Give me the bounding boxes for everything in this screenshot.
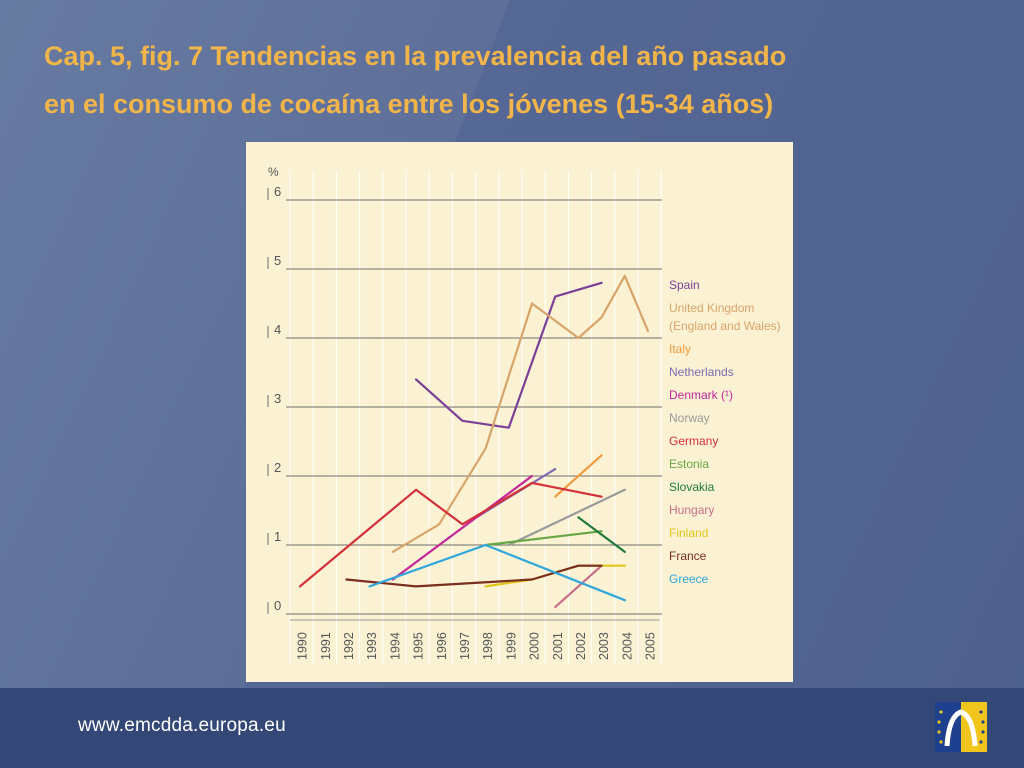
legend-entry: Estonia	[669, 457, 709, 471]
legend-entry: Netherlands	[669, 365, 734, 379]
legend-entry: Norway	[669, 411, 710, 425]
legend-entry: United Kingdom	[669, 301, 754, 315]
x-tick-label: 2000	[528, 632, 542, 660]
y-tick-label: 2	[274, 460, 281, 475]
x-tick-label: 1994	[388, 632, 402, 660]
legend-entry: Germany	[669, 434, 718, 448]
x-tick-label: 1995	[412, 632, 426, 660]
slide-title-line-2: en el consumo de cocaína entre los jóven…	[44, 89, 774, 119]
series-line-estonia	[484, 530, 603, 547]
series-line-united-kingdom	[391, 274, 650, 553]
series-line-norway	[507, 488, 626, 547]
x-tick-label: 1992	[342, 632, 356, 660]
slide-title-line-1: Cap. 5, fig. 7 Tendencias en la prevalen…	[44, 41, 787, 71]
legend-entry-continuation: (England and Wales)	[669, 319, 781, 333]
series-line-germany	[298, 481, 603, 588]
legend-entry: France	[669, 549, 707, 563]
line-chart: 0 1 2 3 4 5 6% 1990 1991 1992 1993 1994 1995 1996 1997…	[267, 165, 781, 664]
footer-url[interactable]: www.emcdda.europa.eu	[78, 715, 286, 736]
y-tick-label: 6	[274, 184, 281, 199]
legend-entry: Hungary	[669, 503, 714, 517]
series-line-finland	[484, 564, 626, 588]
legend-entry: Slovakia	[669, 480, 715, 494]
x-tick-label: 1999	[504, 632, 518, 660]
x-tick-label: 2002	[574, 632, 588, 660]
x-tick-label: 1998	[481, 632, 495, 660]
x-tick-label: 1993	[365, 632, 379, 660]
legend-entry: Greece	[669, 572, 709, 586]
x-tick-label: 2001	[551, 632, 565, 660]
footer-bar: www.emcdda.europa.eu	[0, 688, 1024, 768]
y-axis-label: %	[268, 165, 279, 179]
slide-title: Cap. 5, fig. 7 Tendencias en la prevalen…	[44, 32, 1004, 128]
y-tick-label: 4	[274, 322, 281, 337]
x-tick-label: 1991	[319, 632, 333, 660]
y-tick-label: 0	[274, 598, 281, 613]
x-tick-label: 2004	[620, 632, 634, 660]
series-line-spain	[414, 281, 603, 429]
x-tick-label: 2003	[597, 632, 611, 660]
series-line-greece	[368, 543, 626, 602]
legend-entry: Spain	[669, 278, 700, 292]
x-tick-label: 1990	[296, 632, 310, 660]
series-line-france	[345, 564, 603, 588]
series-line-slovakia	[577, 516, 626, 553]
chart-panel: 0 1 2 3 4 5 6% 1990 1991 1992 1993 1994 1995 1996 1997…	[246, 142, 793, 682]
x-tick-label: 1997	[458, 632, 472, 660]
x-tick-label: 1996	[435, 632, 449, 660]
legend-entry: Italy	[669, 342, 691, 356]
emcdda-logo	[935, 702, 987, 752]
legend-entry: Finland	[669, 526, 708, 540]
series-line-denmark	[391, 474, 534, 581]
y-tick-label: 3	[274, 391, 281, 406]
series-line-hungary	[554, 564, 603, 609]
y-tick-label: 1	[274, 529, 281, 544]
x-tick-label: 2005	[644, 632, 658, 660]
y-tick-label: 5	[274, 253, 281, 268]
legend-entry: Denmark (¹)	[669, 388, 733, 402]
